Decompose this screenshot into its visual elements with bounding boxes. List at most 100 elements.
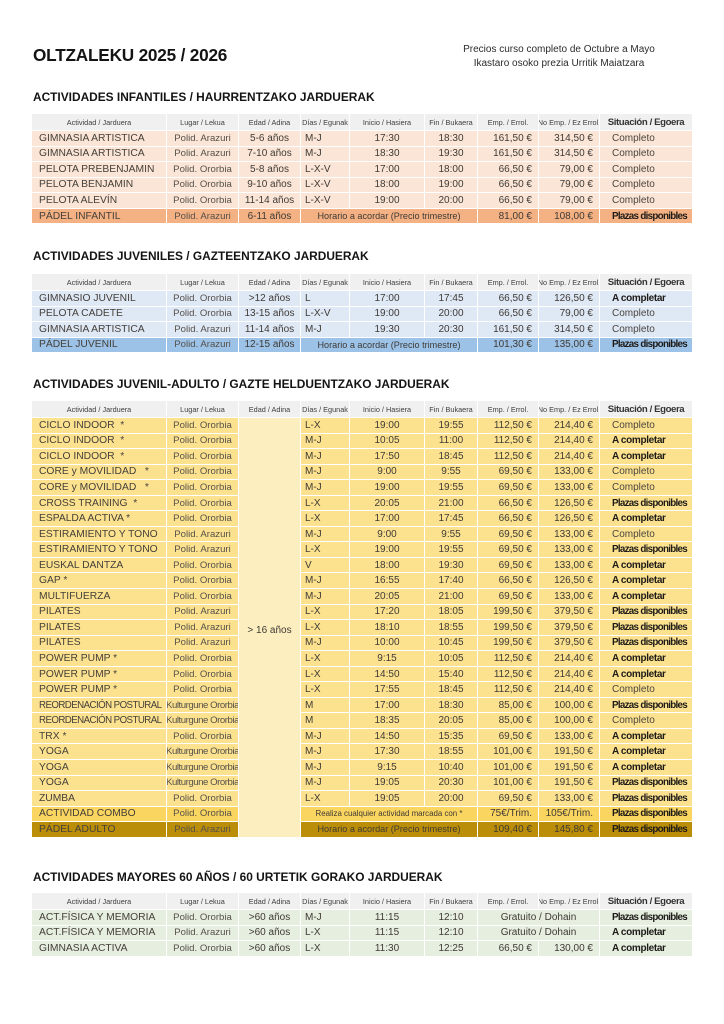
cell-fin: 9:55 — [425, 464, 477, 480]
cell-fin: 18:30 — [425, 131, 477, 146]
column-header: Fin / Bukaera — [425, 114, 477, 130]
cell-noemp: 214,40 € — [539, 433, 599, 449]
cell-noemp: 133,00 € — [539, 557, 599, 573]
cell-lugar: Kulturgune Ororbia — [167, 760, 238, 775]
table-juveniles: Actividad / Jarduera Lugar / Lekua Edad / … — [32, 274, 692, 353]
cell-actividad: PÁDEL INFANTIL — [32, 208, 166, 224]
cell-inicio: 19:00 — [350, 418, 424, 433]
cell-inicio: 18:00 — [350, 557, 424, 573]
cell-inicio: 20:05 — [350, 589, 424, 604]
table-mayores: Actividad / Jarduera Lugar / Lekua Edad / … — [32, 893, 692, 956]
cell-edad: 6-11 años — [239, 208, 300, 224]
cell-situacion: Completo — [600, 322, 692, 337]
cell-actividad: GIMNASIA ARTISTICA — [32, 146, 166, 162]
cell-noemp: 79,00 € — [539, 162, 599, 177]
cell-dias: M-J — [301, 635, 349, 651]
column-header: Edad / Adina — [239, 274, 300, 290]
cell-inicio: 19:05 — [350, 791, 424, 806]
section-heading-mayores: ACTIVIDADES MAYORES 60 AÑOS / 60 URTETIK… — [33, 870, 443, 884]
cell-actividad: CORE y MOVILIDAD * — [32, 480, 166, 495]
cell-emp: 112,50 € — [478, 449, 538, 464]
cell-situacion: Plazas disponibles — [600, 806, 692, 822]
cell-emp: 69,50 € — [478, 791, 538, 806]
cell-actividad: CICLO INDOOR * — [32, 418, 166, 433]
cell-dias: L-X — [301, 666, 349, 682]
cell-note: Horario a acordar (Precio trimestre) — [301, 208, 477, 224]
cell-dias: M — [301, 713, 349, 728]
cell-inicio: 17:55 — [350, 682, 424, 697]
cell-situacion: Completo — [600, 177, 692, 193]
cell-fin: 9:55 — [425, 526, 477, 542]
cell-lugar: Polid. Arazuri — [167, 620, 238, 635]
cell-emp: 161,50 € — [478, 131, 538, 146]
cell-noemp: 214,40 € — [539, 682, 599, 697]
cell-edad: 11-14 años — [239, 193, 300, 208]
cell-dias: M-J — [301, 910, 349, 925]
cell-lugar: Polid. Arazuri — [167, 925, 238, 941]
cell-emp: 112,50 € — [478, 418, 538, 433]
cell-situacion: Plazas disponibles — [600, 208, 692, 224]
cell-actividad: ESPALDA ACTIVA * — [32, 511, 166, 526]
cell-inicio: 19:00 — [350, 193, 424, 208]
cell-actividad: PILATES — [32, 620, 166, 635]
cell-noemp: 108,00 € — [539, 208, 599, 224]
cell-fin: 17:45 — [425, 511, 477, 526]
cell-actividad: PILATES — [32, 635, 166, 651]
section-heading-juveniles: ACTIVIDADES JUVENILES / GAZTEENTZAKO JAR… — [33, 249, 369, 263]
cell-actividad: POWER PUMP * — [32, 651, 166, 666]
page-title: OLTZALEKU 2025 / 2026 — [33, 45, 228, 65]
cell-dias: V — [301, 557, 349, 573]
cell-emp: 112,50 € — [478, 666, 538, 682]
cell-situacion: Completo — [600, 131, 692, 146]
cell-emp: 75€/Trim. — [478, 806, 538, 822]
cell-lugar: Polid. Ororbia — [167, 306, 238, 322]
cell-dias: L-X — [301, 651, 349, 666]
cell-noemp: 214,40 € — [539, 418, 599, 433]
cell-fin: 19:30 — [425, 146, 477, 162]
cell-actividad: CICLO INDOOR * — [32, 449, 166, 464]
cell-actividad: CICLO INDOOR * — [32, 433, 166, 449]
cell-situacion: A completar — [600, 744, 692, 760]
cell-situacion: Completo — [600, 306, 692, 322]
cell-lugar: Polid. Ororbia — [167, 193, 238, 208]
cell-emp: 199,50 € — [478, 604, 538, 620]
cell-lugar: Polid. Ororbia — [167, 573, 238, 589]
cell-dias: M-J — [301, 744, 349, 760]
cell-inicio: 11:15 — [350, 925, 424, 941]
cell-lugar: Polid. Ororbia — [167, 464, 238, 480]
section-mayores: ACTIVIDADES MAYORES 60 AÑOS / 60 URTETIK… — [32, 870, 692, 956]
cell-dias: M-J — [301, 449, 349, 464]
cell-lugar: Polid. Ororbia — [167, 666, 238, 682]
column-header: No Emp. / Ez Errol. — [539, 274, 599, 290]
cell-emp: 69,50 € — [478, 728, 538, 744]
column-header: Inicio / Hasiera — [350, 401, 424, 417]
cell-lugar: Kulturgune Ororbia — [167, 744, 238, 760]
cell-noemp: 379,50 € — [539, 635, 599, 651]
cell-noemp: 314,50 € — [539, 131, 599, 146]
cell-inicio: 11:15 — [350, 910, 424, 925]
cell-inicio: 17:00 — [350, 511, 424, 526]
cell-emp: 69,50 € — [478, 542, 538, 557]
cell-lugar: Polid. Arazuri — [167, 604, 238, 620]
cell-lugar: Polid. Ororbia — [167, 682, 238, 697]
cell-situacion: Completo — [600, 418, 692, 433]
cell-noemp: 105€/Trim. — [539, 806, 599, 822]
cell-inicio: 17:00 — [350, 162, 424, 177]
cell-actividad: GIMNASIO JUVENIL — [32, 291, 166, 306]
cell-actividad: MULTIFUERZA — [32, 589, 166, 604]
cell-fin: 19:30 — [425, 557, 477, 573]
cell-actividad: ESTIRAMIENTO Y TONO — [32, 526, 166, 542]
cell-noemp: 126,50 € — [539, 495, 599, 511]
cell-dias: L-X — [301, 682, 349, 697]
cell-edad: 11-14 años — [239, 322, 300, 337]
cell-edad: >60 años — [239, 941, 300, 956]
cell-dias: M-J — [301, 728, 349, 744]
cell-note: Horario a acordar (Precio trimestre) — [301, 337, 477, 353]
column-header: Emp. / Errol. — [478, 893, 538, 909]
column-header: Fin / Bukaera — [425, 274, 477, 290]
cell-inicio: 19:00 — [350, 480, 424, 495]
cell-inicio: 19:00 — [350, 306, 424, 322]
cell-lugar: Polid. Ororbia — [167, 177, 238, 193]
cell-lugar: Polid. Arazuri — [167, 146, 238, 162]
